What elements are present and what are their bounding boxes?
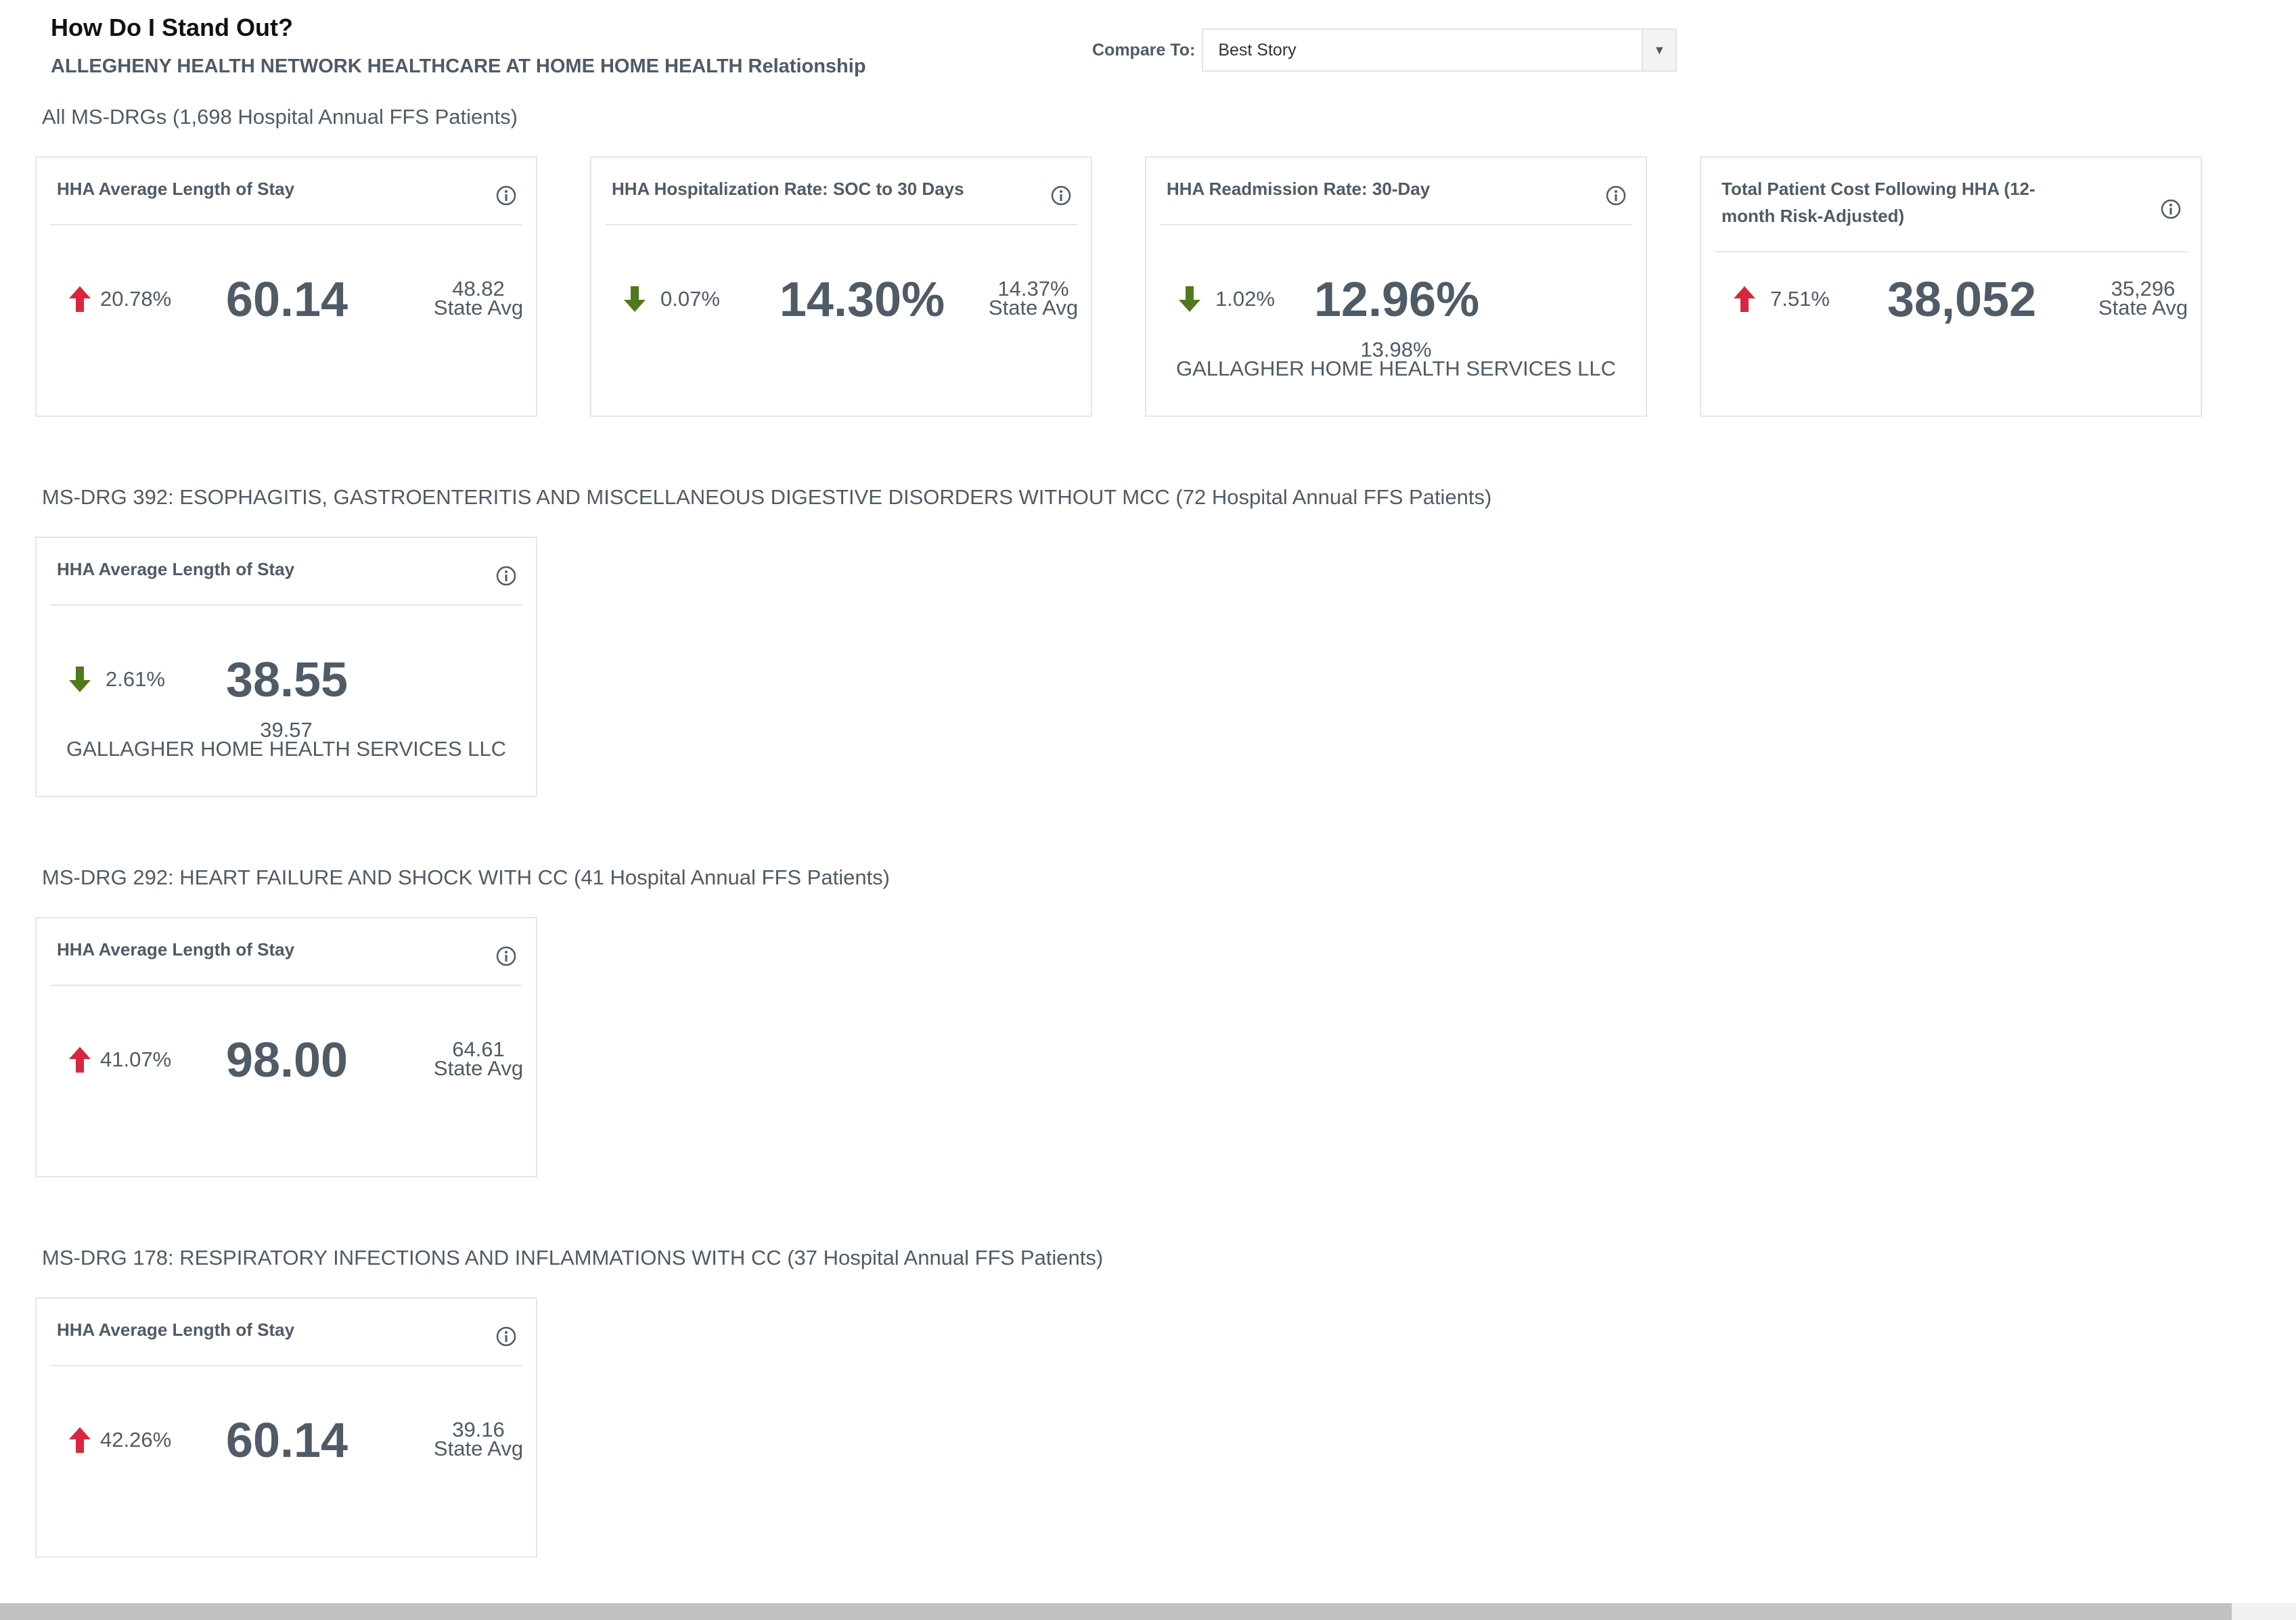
comparison-value: 14.37% (997, 277, 1069, 300)
metric-card-avg-length-of-stay: HHA Average Length of Stay 20.78% 60.14 … (35, 156, 537, 417)
card-title: HHA Readmission Rate: 30-Day (1167, 179, 1431, 199)
section-title-ms-drg-392: MS-DRG 392: ESOPHAGITIS, GASTROENTERITIS… (42, 485, 1492, 509)
card-header: HHA Average Length of Stay (50, 538, 522, 606)
info-icon[interactable] (2160, 198, 2182, 220)
comparison-value: 13.98% (1360, 338, 1432, 361)
comparison-block: 48.82 State Avg (388, 277, 568, 319)
comparison-label: State Avg (2098, 296, 2188, 319)
comparison-label: State Avg (988, 296, 1079, 319)
comparison-value: 64.61 (452, 1037, 505, 1061)
comparison-label: GALLAGHER HOME HEALTH SERVICES LLC (1175, 357, 1617, 380)
metric-value: 14.30% (779, 273, 945, 327)
trend-indicator: 42.26% (68, 1426, 171, 1454)
comparison-label: State Avg (433, 1437, 524, 1460)
info-icon[interactable] (495, 1326, 517, 1347)
arrow-down-icon (1179, 286, 1200, 312)
trend-indicator: 7.51% (1732, 285, 1830, 313)
comparison-block: 14.37% State Avg (943, 277, 1123, 319)
card-header: HHA Hospitalization Rate: SOC to 30 Days (605, 158, 1077, 225)
info-icon[interactable] (495, 185, 517, 206)
metric-value: 38.55 (225, 653, 348, 707)
arrow-up-icon (69, 1427, 91, 1453)
metric-card-hospitalization-rate: HHA Hospitalization Rate: SOC to 30 Days… (590, 156, 1092, 417)
comparison-block: 13.98% GALLAGHER HOME HEALTH SERVICES LL… (1146, 338, 1646, 380)
page-subtitle: ALLEGHENY HEALTH NETWORK HEALTHCARE AT H… (51, 55, 866, 77)
card-title: HHA Hospitalization Rate: SOC to 30 Days (612, 179, 964, 199)
metric-card-avg-length-of-stay: HHA Average Length of Stay 2.61% 38.55 3… (35, 537, 537, 797)
arrow-down-icon (69, 667, 91, 692)
card-title-line1: Total Patient Cost Following HHA (12- (1721, 179, 2035, 199)
metric-card-avg-length-of-stay: HHA Average Length of Stay 41.07% 98.00 … (35, 917, 537, 1177)
card-title: Total Patient Cost Following HHA (12- mo… (1721, 175, 2035, 229)
info-icon[interactable] (1605, 185, 1627, 206)
arrow-up-icon (1734, 286, 1755, 312)
card-header: Total Patient Cost Following HHA (12- mo… (1715, 158, 2187, 252)
metric-value: 60.14 (225, 273, 348, 327)
compare-to-dropdown[interactable]: Best Story ▼ (1202, 28, 1678, 72)
card-header: HHA Average Length of Stay (50, 1299, 522, 1366)
comparison-block: 64.61 State Avg (388, 1037, 568, 1080)
arrow-down-icon (624, 286, 646, 312)
metric-card-avg-length-of-stay: HHA Average Length of Stay 42.26% 60.14 … (35, 1297, 537, 1558)
caret-down-icon[interactable]: ▼ (1642, 30, 1676, 70)
comparison-value: 35,296 (2111, 277, 2176, 300)
section-title-all-ms-drgs: All MS-DRGs (1,698 Hospital Annual FFS P… (42, 105, 518, 129)
card-title: HHA Average Length of Stay (57, 1320, 295, 1340)
trend-indicator: 41.07% (68, 1045, 171, 1074)
metric-value: 98.00 (225, 1033, 348, 1087)
trend-indicator: 0.07% (623, 285, 720, 313)
metric-value: 60.14 (225, 1414, 348, 1468)
comparison-block: 39.57 GALLAGHER HOME HEALTH SERVICES LLC (37, 718, 536, 761)
metric-card-readmission-rate: HHA Readmission Rate: 30-Day 1.02% 12.96… (1145, 156, 1647, 417)
comparison-label: GALLAGHER HOME HEALTH SERVICES LLC (66, 737, 507, 761)
comparison-value: 39.57 (260, 718, 313, 742)
trend-indicator: 2.61% (68, 665, 165, 694)
trend-percent: 0.07% (660, 287, 720, 311)
metric-value: 12.96% (1313, 273, 1480, 327)
scrollbar-corner (2232, 1603, 2296, 1620)
trend-indicator: 20.78% (68, 285, 171, 313)
card-header: HHA Average Length of Stay (50, 158, 522, 225)
comparison-value: 48.82 (452, 277, 505, 300)
compare-to-control: Compare To: Best Story ▼ (1092, 28, 1678, 72)
metric-value: 38,052 (1887, 273, 2037, 327)
card-title: HHA Average Length of Stay (57, 179, 295, 199)
trend-percent: 2.61% (106, 667, 165, 691)
card-header: HHA Readmission Rate: 30-Day (1160, 158, 1632, 225)
compare-to-label: Compare To: (1092, 40, 1196, 60)
arrow-up-icon (69, 1047, 91, 1073)
section-title-ms-drg-178: MS-DRG 178: RESPIRATORY INFECTIONS AND I… (42, 1246, 1104, 1269)
comparison-value: 39.16 (452, 1418, 505, 1441)
trend-indicator: 1.02% (1177, 285, 1275, 313)
trend-percent: 42.26% (100, 1428, 172, 1452)
comparison-block: 35,296 State Avg (2053, 277, 2233, 319)
trend-percent: 1.02% (1215, 287, 1275, 311)
trend-percent: 7.51% (1770, 287, 1830, 311)
compare-to-selected-value: Best Story (1218, 40, 1297, 60)
info-icon[interactable] (495, 565, 517, 587)
page-title: How Do I Stand Out? (51, 14, 293, 41)
card-title: HHA Average Length of Stay (57, 559, 295, 579)
card-title: HHA Average Length of Stay (57, 939, 295, 960)
comparison-block: 39.16 State Avg (388, 1418, 568, 1460)
trend-percent: 20.78% (100, 287, 172, 311)
horizontal-scrollbar[interactable] (0, 1603, 2232, 1620)
comparison-label: State Avg (433, 296, 524, 319)
metric-card-total-patient-cost: Total Patient Cost Following HHA (12- mo… (1700, 156, 2202, 417)
info-icon[interactable] (495, 945, 517, 967)
comparison-label: State Avg (433, 1056, 524, 1080)
arrow-up-icon (69, 286, 91, 312)
card-title-line2: month Risk-Adjusted) (1721, 206, 1905, 226)
info-icon[interactable] (1050, 185, 1072, 206)
section-title-ms-drg-292: MS-DRG 292: HEART FAILURE AND SHOCK WITH… (42, 865, 891, 889)
trend-percent: 41.07% (100, 1048, 172, 1071)
card-header: HHA Average Length of Stay (50, 918, 522, 986)
